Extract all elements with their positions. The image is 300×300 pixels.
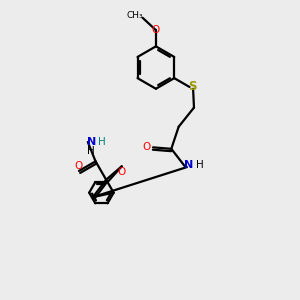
Text: S: S <box>188 80 197 93</box>
Text: N: N <box>87 137 96 147</box>
Text: H: H <box>98 137 106 147</box>
Text: O: O <box>152 25 160 35</box>
Text: O: O <box>142 142 151 152</box>
Text: O: O <box>75 160 83 171</box>
Text: CH₃: CH₃ <box>127 11 144 20</box>
Text: H: H <box>196 160 204 170</box>
Text: H: H <box>87 146 94 156</box>
Text: N: N <box>184 160 194 170</box>
Text: O: O <box>117 167 125 177</box>
